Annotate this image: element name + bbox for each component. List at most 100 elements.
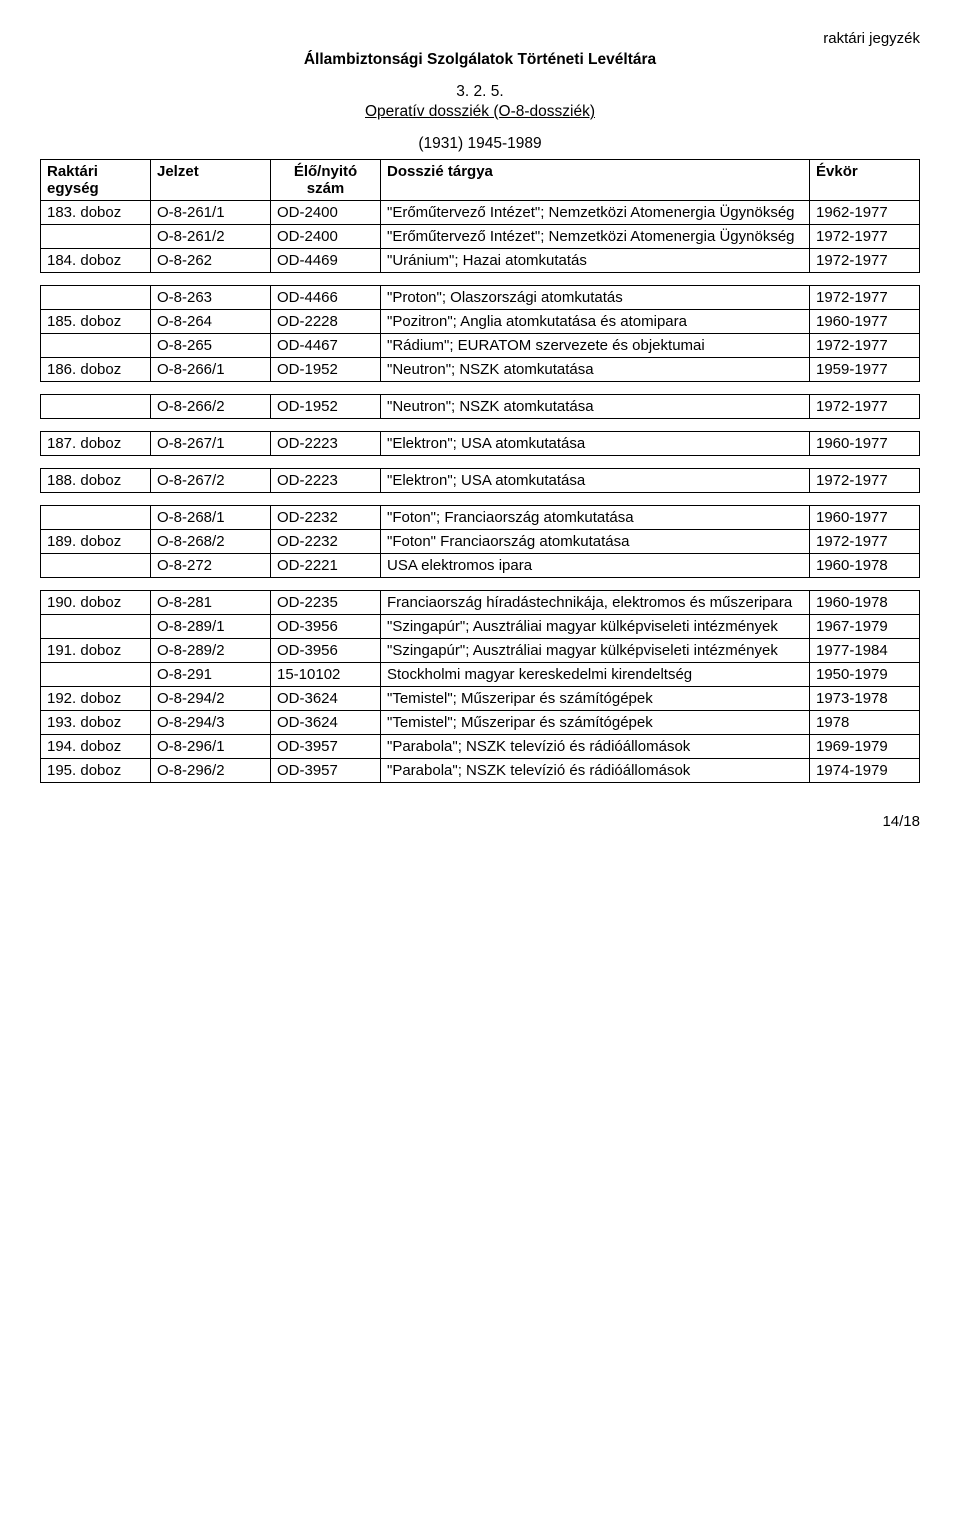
cell-jelzet: O-8-267/1 (151, 432, 271, 456)
cell-szam: OD-3624 (271, 687, 381, 711)
table-row: 190. dobozO-8-281OD-2235Franciaország hí… (41, 591, 920, 615)
table-row: O-8-272OD-2221USA elektromos ipara1960-1… (41, 554, 920, 578)
cell-szam: OD-2228 (271, 310, 381, 334)
cell-szam: OD-1952 (271, 358, 381, 382)
cell-targy: "Foton" Franciaország atomkutatása (381, 530, 810, 554)
data-table: Raktári egységJelzetÉlő/nyitó számDosszi… (40, 159, 920, 273)
cell-targy: "Elektron"; USA atomkutatása (381, 469, 810, 493)
cell-jelzet: O-8-294/3 (151, 711, 271, 735)
cell-evkor: 1950-1979 (810, 663, 920, 687)
cell-targy: "Neutron"; NSZK atomkutatása (381, 395, 810, 419)
table-row: O-8-268/1OD-2232"Foton"; Franciaország a… (41, 506, 920, 530)
cell-jelzet: O-8-266/1 (151, 358, 271, 382)
cell-raktari: 193. doboz (41, 711, 151, 735)
cell-targy: "Pozitron"; Anglia atomkutatása és atomi… (381, 310, 810, 334)
data-table: O-8-263OD-4466"Proton"; Olaszországi ato… (40, 285, 920, 382)
col-header-evkor: Évkör (810, 160, 920, 201)
table-row: O-8-29115-10102Stockholmi magyar kereske… (41, 663, 920, 687)
data-table: O-8-266/2OD-1952"Neutron"; NSZK atomkuta… (40, 394, 920, 419)
cell-raktari: 191. doboz (41, 639, 151, 663)
cell-szam: OD-2400 (271, 225, 381, 249)
cell-raktari: 187. doboz (41, 432, 151, 456)
header-top-right: raktári jegyzék (40, 30, 920, 47)
cell-evkor: 1960-1978 (810, 591, 920, 615)
table-row: 183. dobozO-8-261/1OD-2400"Erőműtervező … (41, 201, 920, 225)
cell-targy: "Temistel"; Műszeripar és számítógépek (381, 687, 810, 711)
cell-targy: USA elektromos ipara (381, 554, 810, 578)
cell-szam: OD-2400 (271, 201, 381, 225)
cell-evkor: 1972-1977 (810, 334, 920, 358)
cell-jelzet: O-8-261/1 (151, 201, 271, 225)
cell-raktari (41, 395, 151, 419)
cell-szam: OD-2232 (271, 506, 381, 530)
cell-targy: "Erőműtervező Intézet"; Nemzetközi Atome… (381, 225, 810, 249)
cell-raktari: 192. doboz (41, 687, 151, 711)
cell-szam: OD-4466 (271, 286, 381, 310)
cell-szam: OD-3957 (271, 735, 381, 759)
cell-raktari: 183. doboz (41, 201, 151, 225)
cell-raktari (41, 286, 151, 310)
cell-szam: OD-2223 (271, 469, 381, 493)
col-header-raktari: Raktári egység (41, 160, 151, 201)
table-row: O-8-265OD-4467"Rádium"; EURATOM szerveze… (41, 334, 920, 358)
cell-raktari (41, 334, 151, 358)
page-footer: 14/18 (40, 813, 920, 830)
cell-raktari: 190. doboz (41, 591, 151, 615)
cell-jelzet: O-8-264 (151, 310, 271, 334)
cell-szam: OD-1952 (271, 395, 381, 419)
cell-szam: OD-4469 (271, 249, 381, 273)
cell-evkor: 1972-1977 (810, 286, 920, 310)
cell-evkor: 1960-1977 (810, 432, 920, 456)
table-row: O-8-289/1OD-3956"Szingapúr"; Ausztráliai… (41, 615, 920, 639)
data-table: O-8-268/1OD-2232"Foton"; Franciaország a… (40, 505, 920, 578)
cell-jelzet: O-8-268/1 (151, 506, 271, 530)
cell-szam: OD-3956 (271, 639, 381, 663)
col-header-szam: Élő/nyitó szám (271, 160, 381, 201)
cell-raktari (41, 615, 151, 639)
section-number: 3. 2. 5. (40, 83, 920, 101)
cell-evkor: 1960-1977 (810, 310, 920, 334)
cell-raktari (41, 225, 151, 249)
data-table: 188. dobozO-8-267/2OD-2223"Elektron"; US… (40, 468, 920, 493)
tables-container: Raktári egységJelzetÉlő/nyitó számDosszi… (40, 159, 920, 783)
cell-szam: 15-10102 (271, 663, 381, 687)
cell-targy: "Elektron"; USA atomkutatása (381, 432, 810, 456)
table-row: 189. dobozO-8-268/2OD-2232"Foton" Franci… (41, 530, 920, 554)
cell-jelzet: O-8-296/2 (151, 759, 271, 783)
table-row: 194. dobozO-8-296/1OD-3957"Parabola"; NS… (41, 735, 920, 759)
archive-name: Állambiztonsági Szolgálatok Történeti Le… (40, 51, 920, 69)
cell-evkor: 1977-1984 (810, 639, 920, 663)
cell-targy: "Erőműtervező Intézet"; Nemzetközi Atome… (381, 201, 810, 225)
table-row: 191. dobozO-8-289/2OD-3956"Szingapúr"; A… (41, 639, 920, 663)
cell-szam: OD-3956 (271, 615, 381, 639)
table-row: O-8-263OD-4466"Proton"; Olaszországi ato… (41, 286, 920, 310)
cell-jelzet: O-8-294/2 (151, 687, 271, 711)
cell-targy: "Szingapúr"; Ausztráliai magyar külképvi… (381, 615, 810, 639)
cell-raktari (41, 554, 151, 578)
cell-targy: "Temistel"; Műszeripar és számítógépek (381, 711, 810, 735)
cell-jelzet: O-8-272 (151, 554, 271, 578)
cell-evkor: 1974-1979 (810, 759, 920, 783)
table-row: 192. dobozO-8-294/2OD-3624"Temistel"; Mű… (41, 687, 920, 711)
cell-jelzet: O-8-289/2 (151, 639, 271, 663)
cell-raktari: 189. doboz (41, 530, 151, 554)
cell-evkor: 1972-1977 (810, 249, 920, 273)
cell-szam: OD-2232 (271, 530, 381, 554)
cell-jelzet: O-8-291 (151, 663, 271, 687)
cell-raktari (41, 506, 151, 530)
cell-szam: OD-4467 (271, 334, 381, 358)
cell-jelzet: O-8-268/2 (151, 530, 271, 554)
cell-jelzet: O-8-261/2 (151, 225, 271, 249)
cell-raktari: 185. doboz (41, 310, 151, 334)
cell-raktari: 184. doboz (41, 249, 151, 273)
cell-szam: OD-2221 (271, 554, 381, 578)
cell-targy: "Uránium"; Hazai atomkutatás (381, 249, 810, 273)
cell-jelzet: O-8-296/1 (151, 735, 271, 759)
cell-raktari: 194. doboz (41, 735, 151, 759)
cell-evkor: 1973-1978 (810, 687, 920, 711)
table-row: 193. dobozO-8-294/3OD-3624"Temistel"; Mű… (41, 711, 920, 735)
cell-evkor: 1959-1977 (810, 358, 920, 382)
cell-raktari: 195. doboz (41, 759, 151, 783)
cell-szam: OD-3624 (271, 711, 381, 735)
col-header-targy: Dosszié tárgya (381, 160, 810, 201)
